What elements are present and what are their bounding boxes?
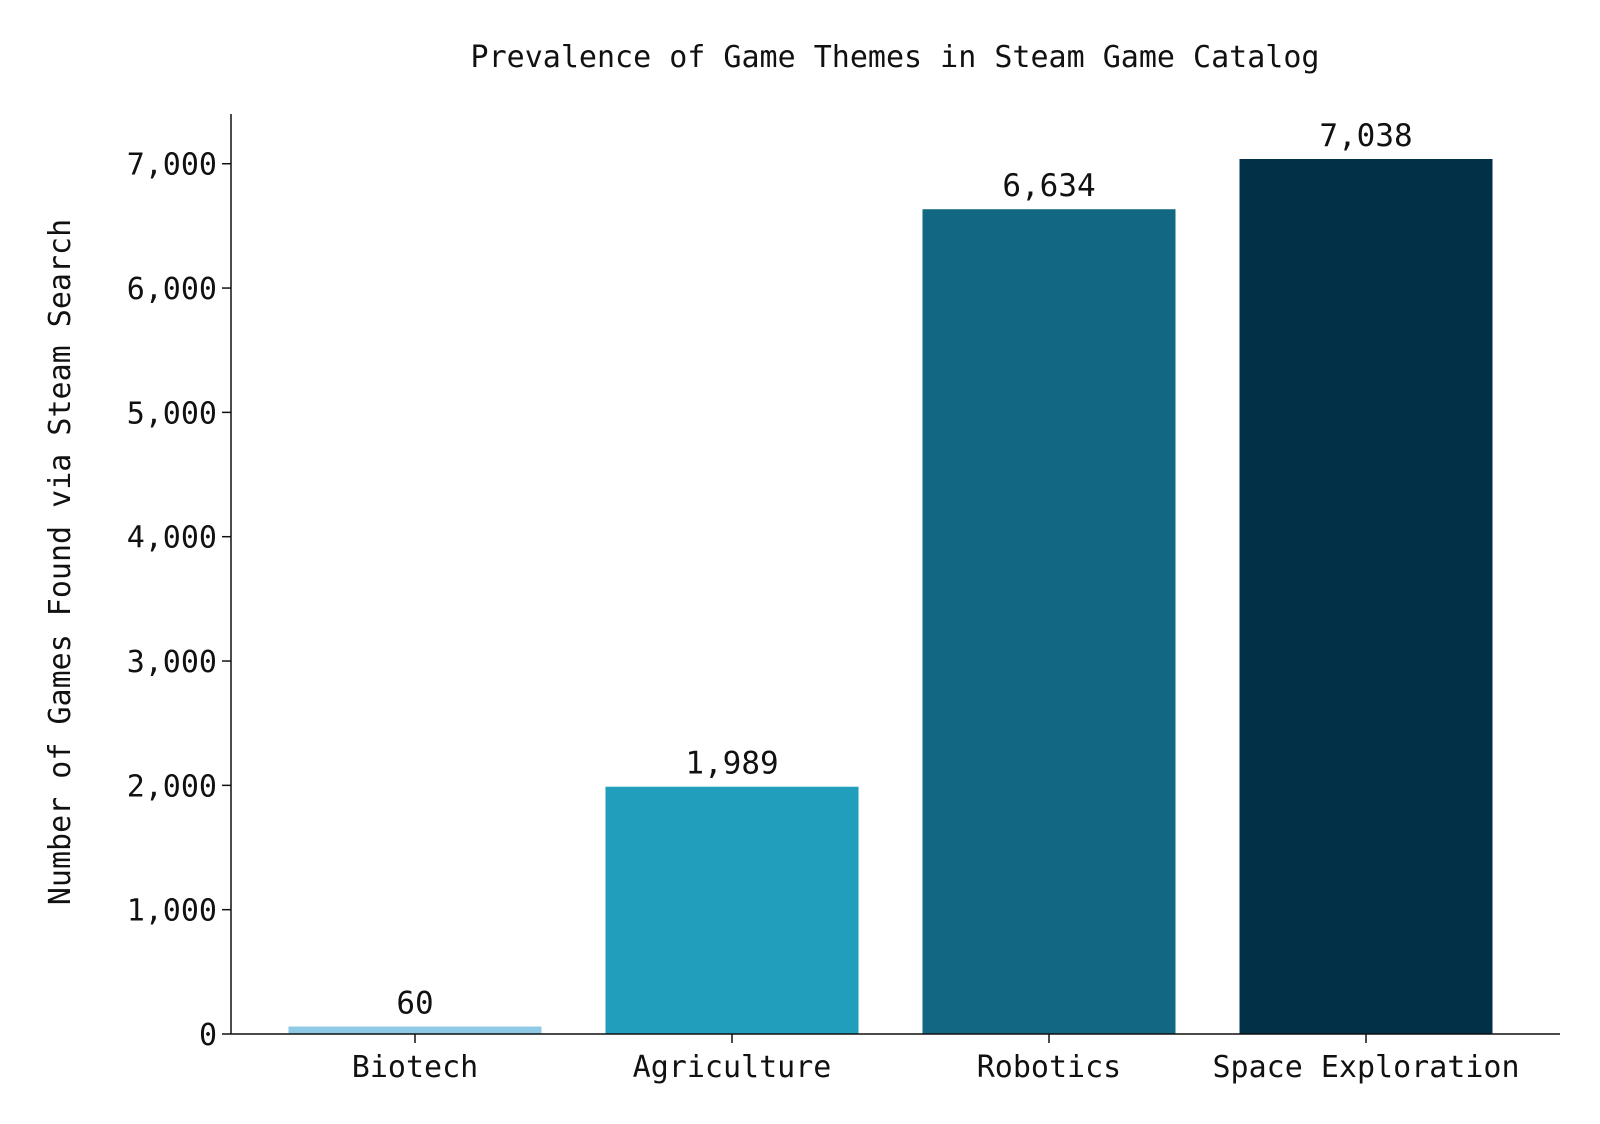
y-tick-label: 4,000 — [127, 521, 217, 556]
x-axis-ticks: Biotech Agriculture Robotics Space Explorat… — [352, 1034, 1520, 1085]
x-tick-label: Robotics — [977, 1050, 1122, 1085]
x-tick-label: Biotech — [352, 1050, 478, 1085]
chart-title: Prevalence of Game Themes in Steam Game … — [471, 40, 1320, 75]
bar-space-exploration — [1239, 159, 1493, 1035]
y-tick-label: 1,000 — [127, 894, 217, 929]
y-axis-label: Number of Games Found via Steam Search — [43, 219, 78, 905]
y-tick-label: 2,000 — [127, 769, 217, 804]
bar-value-label: 6,634 — [1002, 168, 1095, 204]
x-tick-label: Agriculture — [633, 1050, 832, 1085]
bar-agriculture — [605, 786, 859, 1034]
bar-value-label: 60 — [396, 986, 433, 1022]
bars: 60 1,989 6,634 7,038 — [288, 118, 1493, 1035]
y-axis-ticks: 0 1,000 2,000 3,000 4,000 5,000 6,000 7,000 — [127, 148, 231, 1053]
x-tick-label: Space Exploration — [1212, 1050, 1519, 1085]
y-tick-label: 5,000 — [127, 396, 217, 431]
bar-biotech — [288, 1026, 542, 1034]
y-tick-label: 3,000 — [127, 645, 217, 680]
y-tick-label: 0 — [199, 1018, 217, 1053]
bar-value-label: 1,989 — [685, 746, 778, 782]
bar-value-label: 7,038 — [1319, 118, 1412, 154]
y-tick-label: 7,000 — [127, 148, 217, 183]
bar-robotics — [922, 209, 1176, 1035]
y-tick-label: 6,000 — [127, 272, 217, 307]
